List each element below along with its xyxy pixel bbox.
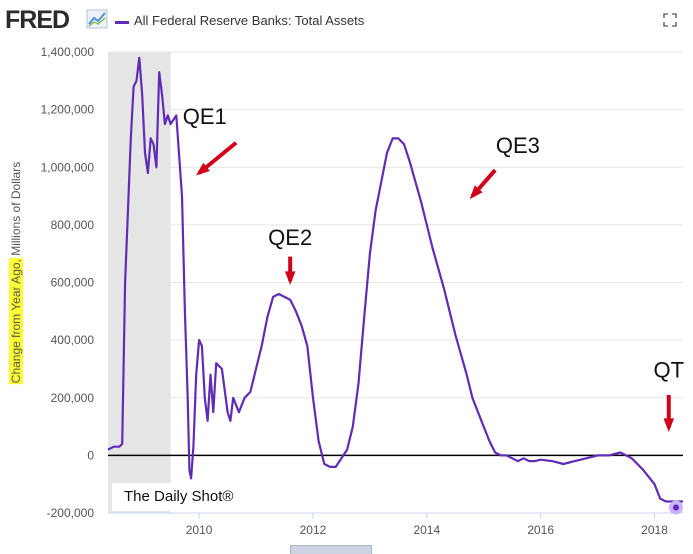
y-tick-label: 200,000 xyxy=(51,391,95,405)
y-axis-ticks: -200,000 0 200,000 400,000 600,000 800,000 1,0… xyxy=(41,45,95,520)
legend-line-swatch xyxy=(115,21,129,24)
y-tick-label: -200,000 xyxy=(47,506,95,520)
annotation-label: QE1 xyxy=(183,104,227,129)
legend-label[interactable]: All Federal Reserve Banks: Total Assets xyxy=(134,13,365,28)
watermark: The Daily Shot® xyxy=(112,483,274,511)
y-tick-label: 400,000 xyxy=(51,333,95,347)
y-tick-label: 600,000 xyxy=(51,276,95,290)
y-tick-label: 800,000 xyxy=(51,218,95,232)
y-axis-label-rest: Millions of Dollars xyxy=(9,162,23,259)
annotation-label: QE3 xyxy=(496,133,540,158)
annotation-arrow-head xyxy=(663,418,675,433)
last-data-point-dot xyxy=(673,504,679,511)
x-tick-label: 2012 xyxy=(300,523,327,537)
y-tick-label: 1,400,000 xyxy=(41,45,95,59)
y-tick-label: 1,200,000 xyxy=(41,103,95,117)
x-tick-label: 2014 xyxy=(413,523,440,537)
navigator-scrollbar[interactable] xyxy=(290,545,372,554)
annotation-label: QT xyxy=(653,358,684,383)
annotation-arrow-head xyxy=(195,162,210,176)
annotation-label: QE2 xyxy=(268,225,312,250)
y-tick-label: 1,000,000 xyxy=(41,160,95,174)
fred-logo[interactable]: FRED xyxy=(5,6,70,34)
series-line-total-assets[interactable] xyxy=(107,56,683,503)
fullscreen-icon[interactable] xyxy=(663,13,677,27)
chart-header: FRED All Federal Reserve Banks: Total As… xyxy=(0,0,693,42)
x-tick-label: 2010 xyxy=(186,523,213,537)
y-tick-label: 0 xyxy=(87,448,94,462)
y-axis-label-highlight: Change from Year Ago, xyxy=(9,259,23,383)
annotations: QE1 QE2 QE3 QT xyxy=(183,104,684,433)
x-tick-label: 2016 xyxy=(527,523,554,537)
annotation-arrow-head xyxy=(469,185,483,200)
x-axis-ticks: 2010 2012 2014 2016 2018 xyxy=(186,513,668,537)
y-axis-label-highlight-bg xyxy=(9,258,23,385)
trend-graph-icon xyxy=(86,9,108,29)
annotation-arrow-head xyxy=(284,271,296,286)
y-axis-label: Change from Year Ago, Millions of Dollar… xyxy=(9,162,23,383)
x-tick-label: 2018 xyxy=(641,523,668,537)
